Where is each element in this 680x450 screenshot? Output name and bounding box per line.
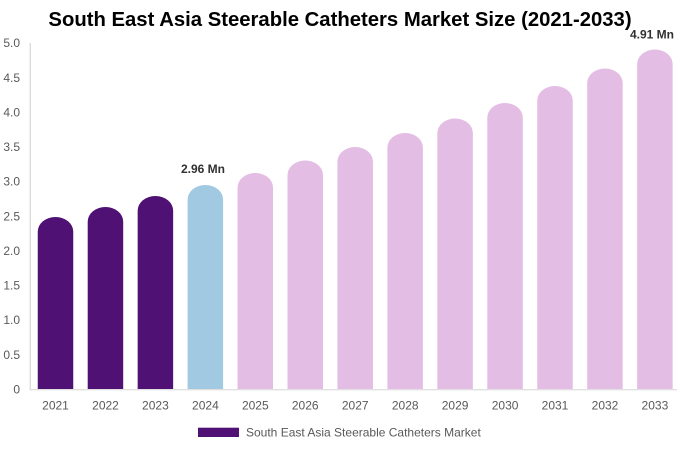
svg-text:1.5: 1.5 [3,279,20,293]
svg-text:South East Asia Steerable Cath: South East Asia Steerable Catheters Mark… [246,425,481,439]
svg-text:2032: 2032 [592,399,619,413]
svg-text:2022: 2022 [92,399,119,413]
svg-text:2028: 2028 [392,399,419,413]
svg-text:0.5: 0.5 [3,348,20,362]
svg-text:2.0: 2.0 [3,244,20,258]
svg-text:South East Asia Steerable Cath: South East Asia Steerable Catheters Mark… [48,9,631,31]
svg-text:2031: 2031 [542,399,569,413]
svg-text:2.96 Mn: 2.96 Mn [181,162,225,176]
svg-text:2029: 2029 [442,399,469,413]
svg-text:2.5: 2.5 [3,209,20,223]
svg-text:2026: 2026 [292,399,319,413]
svg-text:5.0: 5.0 [3,36,20,50]
svg-text:2033: 2033 [642,399,669,413]
svg-text:3.5: 3.5 [3,140,20,154]
svg-text:4.5: 4.5 [3,71,20,85]
svg-text:2021: 2021 [42,399,69,413]
svg-text:3.0: 3.0 [3,175,20,189]
svg-text:2024: 2024 [192,399,219,413]
svg-text:4.0: 4.0 [3,106,20,120]
svg-text:4.91 Mn: 4.91 Mn [630,28,674,42]
svg-text:2030: 2030 [492,399,519,413]
svg-text:2027: 2027 [342,399,369,413]
svg-text:2025: 2025 [242,399,269,413]
svg-text:2023: 2023 [142,399,169,413]
svg-text:0: 0 [13,383,20,397]
svg-text:1.0: 1.0 [3,313,20,327]
